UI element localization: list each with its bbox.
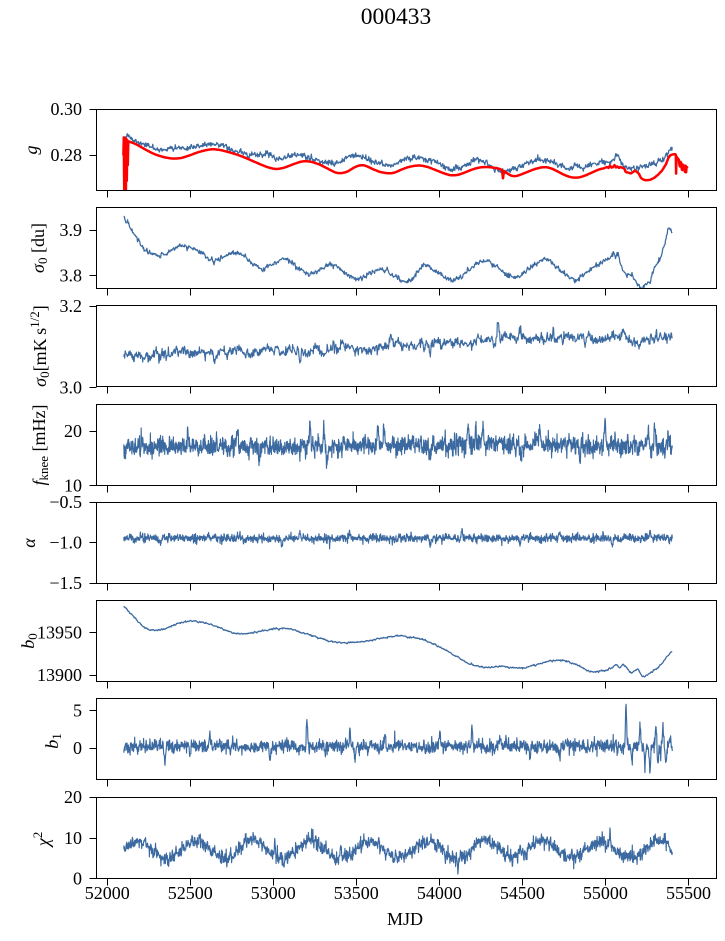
svg-text:10: 10 <box>64 476 82 496</box>
svg-text:3.2: 3.2 <box>60 296 83 316</box>
svg-text:3.8: 3.8 <box>60 265 83 285</box>
svg-text:fknee [mHz]: fknee [mHz] <box>29 404 51 485</box>
svg-text:20: 20 <box>64 421 82 441</box>
svg-text:−1.0: −1.0 <box>49 533 82 553</box>
svg-text:χ2: χ2 <box>30 832 53 848</box>
svg-text:−1.5: −1.5 <box>49 573 82 593</box>
svg-text:13900: 13900 <box>37 665 82 685</box>
svg-text:b1: b1 <box>42 733 64 749</box>
svg-text:−0.5: −0.5 <box>49 492 82 512</box>
svg-text:3.0: 3.0 <box>60 378 83 398</box>
svg-text:55500: 55500 <box>666 883 711 903</box>
svg-text:b0: b0 <box>18 633 40 649</box>
svg-text:53500: 53500 <box>334 883 379 903</box>
svg-text:54500: 54500 <box>500 883 545 903</box>
svg-text:g: g <box>21 146 41 155</box>
svg-text:σ0[mK s1/2]: σ0[mK s1/2] <box>27 305 52 387</box>
svg-text:σ0 [du]: σ0 [du] <box>28 223 50 273</box>
svg-text:52000: 52000 <box>85 883 130 903</box>
svg-text:55000: 55000 <box>583 883 628 903</box>
svg-text:52500: 52500 <box>168 883 213 903</box>
svg-text:20: 20 <box>64 787 82 807</box>
svg-text:3.9: 3.9 <box>60 220 83 240</box>
svg-text:5: 5 <box>73 701 82 721</box>
svg-text:53000: 53000 <box>251 883 296 903</box>
svg-text:000433: 000433 <box>361 4 432 30</box>
svg-text:MJD: MJD <box>387 909 423 929</box>
svg-text:0: 0 <box>73 869 82 889</box>
svg-text:0.30: 0.30 <box>51 99 83 119</box>
svg-text:54000: 54000 <box>417 883 462 903</box>
svg-text:0: 0 <box>73 738 82 758</box>
svg-text:α: α <box>19 538 39 548</box>
svg-text:13950: 13950 <box>37 622 82 642</box>
svg-text:10: 10 <box>64 828 82 848</box>
svg-text:0.28: 0.28 <box>51 145 83 165</box>
